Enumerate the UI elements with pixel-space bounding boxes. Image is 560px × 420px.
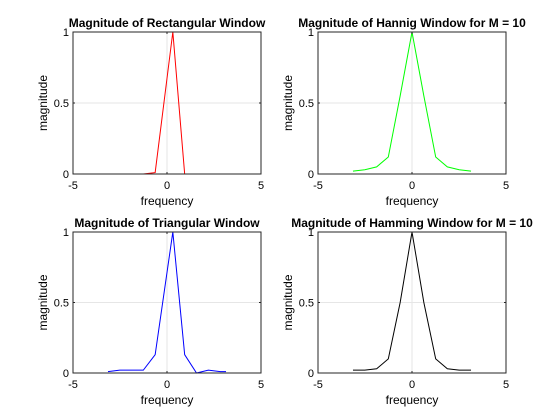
y-tick-label: 0 <box>308 169 314 181</box>
x-tick-label: -5 <box>68 180 78 192</box>
x-tick-label: -5 <box>313 180 323 192</box>
chart-title: Magnitude of Triangular Window <box>74 216 260 230</box>
x-axis-label: frequency <box>141 393 194 407</box>
x-tick-label: 5 <box>258 180 264 192</box>
y-tick-label: 0 <box>63 169 69 181</box>
y-tick-label: 1 <box>63 27 69 39</box>
x-tick-label: 0 <box>409 180 415 192</box>
x-tick-label: 0 <box>164 180 170 192</box>
y-tick-label: 0.5 <box>54 298 69 310</box>
y-axis-label: magnitude <box>281 75 295 131</box>
x-tick-label: 5 <box>258 379 264 391</box>
x-tick-label: 5 <box>503 379 509 391</box>
x-tick-label: -5 <box>68 379 78 391</box>
y-axis-label: magnitude <box>281 274 295 330</box>
x-axis-label: frequency <box>386 194 439 208</box>
y-tick-label: 1 <box>308 227 314 239</box>
x-tick-label: 0 <box>409 379 415 391</box>
y-tick-label: 0 <box>63 368 69 380</box>
y-axis-label: magnitude <box>36 75 50 131</box>
y-tick-label: 0 <box>308 368 314 380</box>
chart-title: Magnitude of Rectangular Window <box>69 16 266 30</box>
y-tick-label: 1 <box>308 27 314 39</box>
x-axis-label: frequency <box>141 194 194 208</box>
y-tick-label: 0.5 <box>299 298 314 310</box>
y-axis-label: magnitude <box>36 274 50 330</box>
y-tick-label: 0.5 <box>299 98 314 110</box>
x-tick-label: 5 <box>503 180 509 192</box>
x-axis-label: frequency <box>386 393 439 407</box>
x-tick-label: 0 <box>164 379 170 391</box>
chart-title: Magnitude of Hamming Window for M = 10 <box>291 216 533 230</box>
chart-title: Magnitude of Hannig Window for M = 10 <box>298 16 526 30</box>
y-tick-label: 1 <box>63 227 69 239</box>
x-tick-label: -5 <box>313 379 323 391</box>
y-tick-label: 0.5 <box>54 98 69 110</box>
